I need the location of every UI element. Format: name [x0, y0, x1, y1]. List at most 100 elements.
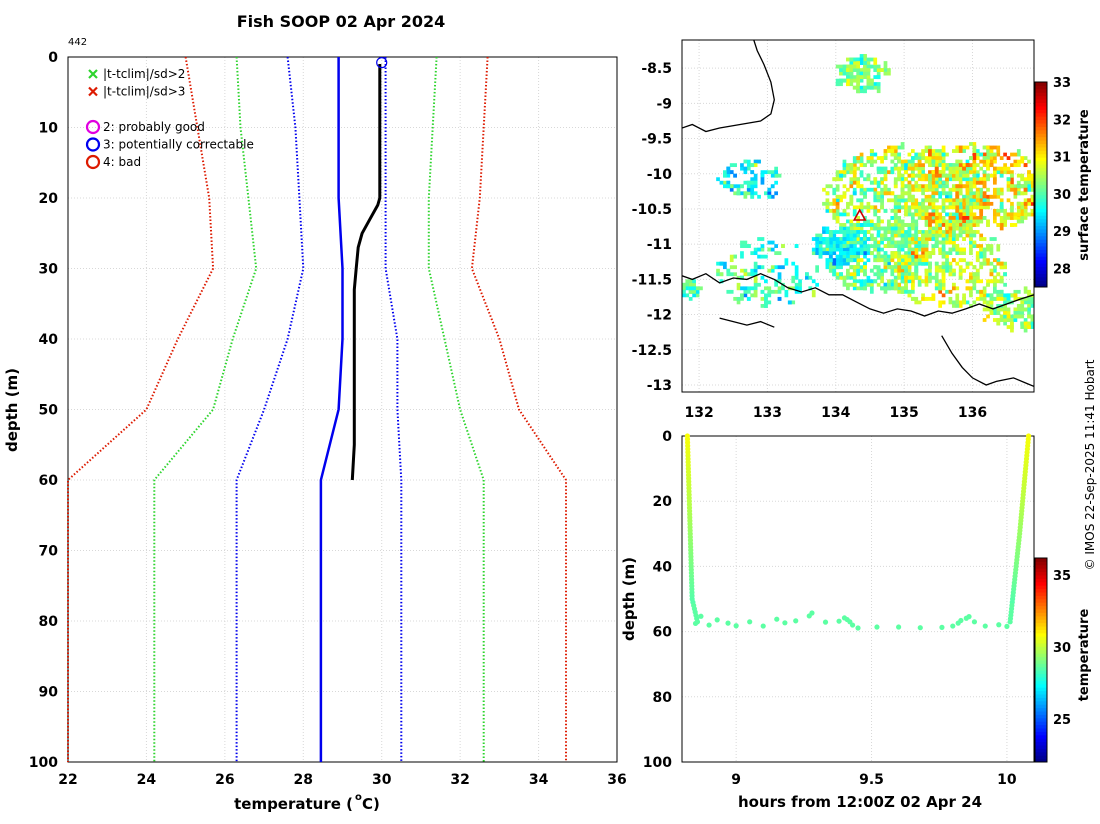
sst-pixel — [778, 290, 782, 294]
sst-pixel — [942, 272, 946, 276]
sst-pixel — [1034, 300, 1038, 304]
sst-pixel — [740, 293, 744, 297]
sst-pixel — [774, 283, 778, 287]
map-x-tick-label: 135 — [890, 405, 919, 421]
sst-pixel — [873, 75, 877, 79]
sst-pixel — [894, 234, 898, 238]
colorbar-segment — [1035, 157, 1047, 161]
sst-pixel — [887, 227, 891, 231]
sst-pixel — [849, 61, 853, 65]
sst-pixel — [884, 227, 888, 231]
sst-pixel — [1037, 304, 1041, 308]
sst-pixel — [969, 170, 973, 174]
sst-pixel — [774, 244, 778, 248]
sst-pixel — [897, 198, 901, 202]
sst-pixel — [935, 170, 939, 174]
sst-pixel — [839, 212, 843, 216]
sst-pixel — [843, 227, 847, 231]
sst-pixel — [826, 265, 830, 269]
sst-pixel — [938, 286, 942, 290]
colorbar-segment — [1035, 154, 1047, 158]
sst-pixel — [966, 223, 970, 227]
sst-pixel — [740, 255, 744, 259]
sst-pixel — [904, 234, 908, 238]
sst-pixel — [884, 265, 888, 269]
sst-pixel — [785, 258, 789, 262]
sst-pixel — [761, 265, 765, 269]
sst-pixel — [819, 244, 823, 248]
sst-pixel — [877, 170, 881, 174]
sst-pixel — [843, 170, 847, 174]
sst-pixel — [880, 237, 884, 241]
sst-pixel — [983, 156, 987, 160]
sst-pixel — [1013, 153, 1017, 157]
coastline-segment — [720, 318, 775, 327]
sst-pixel — [839, 237, 843, 241]
sst-pixel — [908, 160, 912, 164]
sst-pixel — [1037, 297, 1041, 301]
sst-pixel — [935, 230, 939, 234]
sst-pixel — [843, 234, 847, 238]
sst-pixel — [966, 188, 970, 192]
sst-pixel — [1003, 322, 1007, 326]
sst-pixel — [785, 290, 789, 294]
sst-pixel — [921, 174, 925, 178]
y-tick-label: 20 — [39, 191, 59, 207]
sst-pixel — [966, 279, 970, 283]
sst-pixel — [894, 276, 898, 280]
sst-pixel — [918, 205, 922, 209]
sst-pixel — [737, 184, 741, 188]
sst-pixel — [826, 262, 830, 266]
sst-pixel — [897, 251, 901, 255]
sst-pixel — [925, 223, 929, 227]
sst-pixel — [911, 297, 915, 301]
sst-pixel — [966, 160, 970, 164]
sst-pixel — [887, 170, 891, 174]
sst-pixel — [925, 272, 929, 276]
sst-pixel — [1020, 177, 1024, 181]
sst-pixel — [914, 198, 918, 202]
sst-pixel — [750, 272, 754, 276]
sst-pixel — [819, 248, 823, 252]
sst-pixel — [692, 283, 696, 287]
sst-pixel — [863, 279, 867, 283]
sst-pixel — [949, 248, 953, 252]
sst-pixel — [942, 160, 946, 164]
sst-pixel — [996, 262, 1000, 266]
sst-pixel — [1007, 325, 1011, 329]
sst-pixel — [890, 241, 894, 245]
sst-pixel — [959, 209, 963, 213]
sst-pixel — [996, 212, 1000, 216]
colorbar-segment — [1035, 147, 1047, 151]
sst-pixel — [785, 262, 789, 266]
sst-pixel — [921, 244, 925, 248]
sst-pixel — [890, 223, 894, 227]
sst-pixel — [979, 262, 983, 266]
sst-pixel — [870, 205, 874, 209]
sst-pixel — [853, 75, 857, 79]
sst-pixel — [931, 202, 935, 206]
sst-pixel — [843, 237, 847, 241]
sst-pixel — [914, 188, 918, 192]
sst-pixel — [1000, 198, 1004, 202]
sst-pixel — [877, 181, 881, 185]
sst-pixel — [754, 283, 758, 287]
sst-pixel — [867, 86, 871, 90]
sst-pixel — [761, 170, 765, 174]
sst-pixel — [836, 237, 840, 241]
sst-pixel — [918, 188, 922, 192]
sst-pixel — [1017, 308, 1021, 312]
sst-pixel — [897, 269, 901, 273]
sst-pixel — [979, 297, 983, 301]
sst-pixel — [1034, 297, 1038, 301]
sst-pixel — [1010, 223, 1014, 227]
sst-pixel — [928, 198, 932, 202]
sst-pixel — [863, 237, 867, 241]
sst-pixel — [877, 167, 881, 171]
sst-pixel — [764, 297, 768, 301]
sst-pixel — [846, 276, 850, 280]
sst-pixel — [938, 149, 942, 153]
sst-pixel — [918, 300, 922, 304]
sst-pixel — [955, 188, 959, 192]
sst-pixel — [863, 286, 867, 290]
